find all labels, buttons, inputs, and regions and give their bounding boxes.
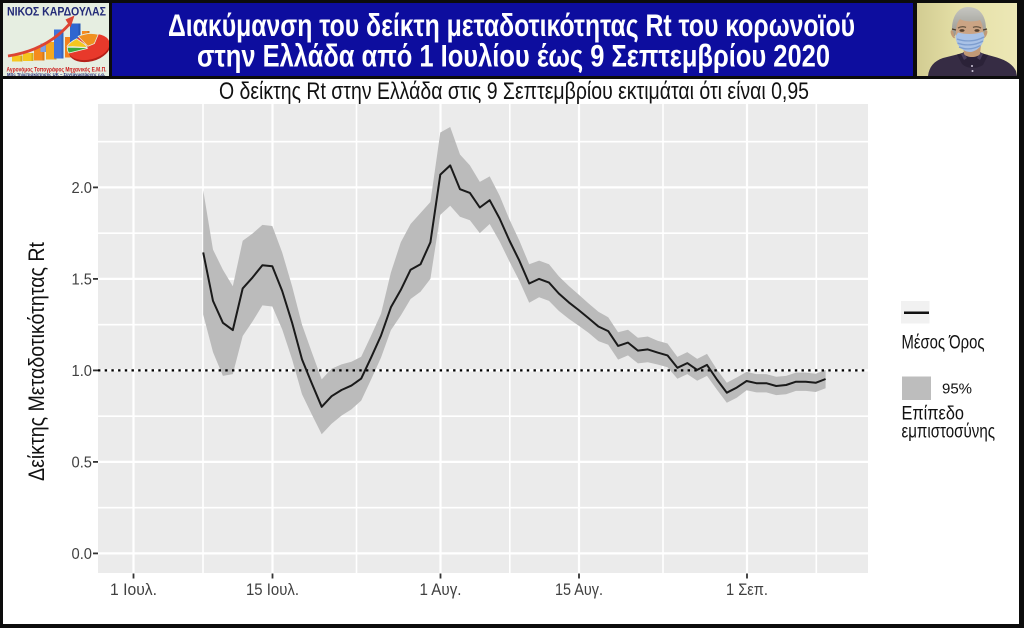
svg-text:Ο δείκτης Rt στην Ελλάδα στις: Ο δείκτης Rt στην Ελλάδα στις 9 Σεπτεμβρ… (219, 78, 809, 105)
svg-text:Επίπεδο: Επίπεδο (902, 404, 965, 425)
svg-text:1 Ιουλ.: 1 Ιουλ. (110, 581, 157, 599)
svg-text:1.5: 1.5 (72, 272, 93, 289)
svg-text:Μέσος Όρος: Μέσος Όρος (902, 332, 985, 354)
svg-text:0.0: 0.0 (72, 546, 93, 563)
svg-text:Δείκτης Μεταδοτικότητας Rt: Δείκτης Μεταδοτικότητας Rt (24, 242, 49, 481)
svg-text:95%: 95% (942, 381, 972, 398)
svg-text:1 Αυγ.: 1 Αυγ. (420, 581, 462, 599)
svg-text:στην Ελλάδα από 1 Ιουλίου έως: στην Ελλάδα από 1 Ιουλίου έως 9 Σεπτεμβρ… (197, 39, 830, 74)
svg-text:ΝΙΚΟΣ ΚΑΡΔΟΥΛΑΣ: ΝΙΚΟΣ ΚΑΡΔΟΥΛΑΣ (7, 5, 106, 19)
svg-text:15 Ιουλ.: 15 Ιουλ. (246, 581, 299, 599)
svg-text:1.0: 1.0 (72, 363, 93, 380)
svg-text:εμπιστοσύνης: εμπιστοσύνης (902, 422, 996, 443)
svg-text:0.5: 0.5 (72, 455, 93, 472)
svg-text:1 Σεπ.: 1 Σεπ. (726, 581, 768, 599)
svg-text:15 Αυγ.: 15 Αυγ. (555, 581, 603, 599)
svg-text:Διακύμανση του δείκτη μεταδοτι: Διακύμανση του δείκτη μεταδοτικότητας Rt… (168, 8, 855, 43)
svg-text:2.0: 2.0 (72, 180, 93, 197)
svg-text:MSc Τηλεπισκόπησης UK – Συνταγ: MSc Τηλεπισκόπησης UK – Συνταγματάρχης ε… (7, 72, 105, 76)
svg-text:Αγρονόμος Τοπογράφος Μηχανικός: Αγρονόμος Τοπογράφος Μηχανικός Ε.Μ.Π. (7, 67, 107, 74)
